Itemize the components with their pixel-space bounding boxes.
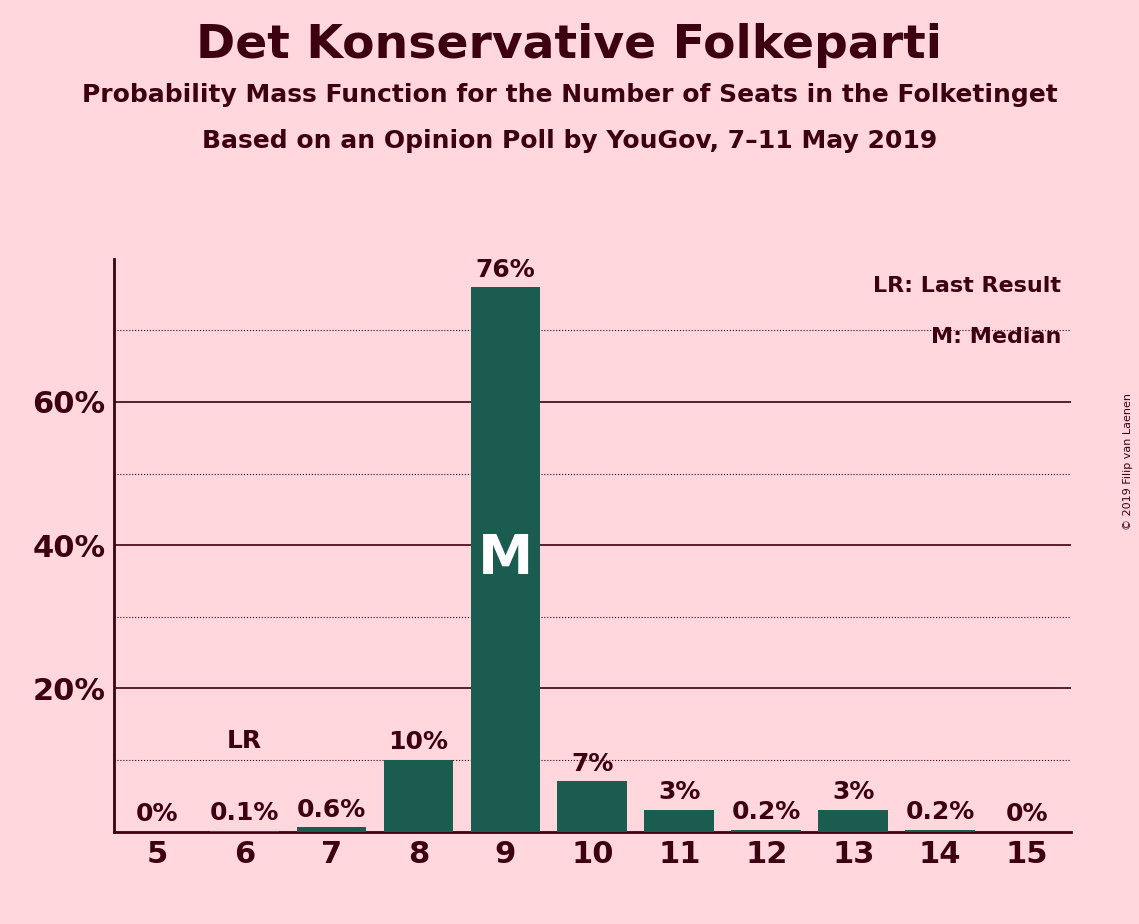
Text: 3%: 3% [831, 781, 875, 805]
Text: M: M [477, 532, 533, 587]
Text: © 2019 Filip van Laenen: © 2019 Filip van Laenen [1123, 394, 1133, 530]
Text: Probability Mass Function for the Number of Seats in the Folketinget: Probability Mass Function for the Number… [82, 83, 1057, 107]
Text: LR: Last Result: LR: Last Result [874, 276, 1062, 296]
Bar [470, 287, 540, 832]
Bar [296, 827, 366, 832]
Bar [557, 782, 628, 832]
Text: Det Konservative Folkeparti: Det Konservative Folkeparti [197, 23, 942, 68]
Text: 0.2%: 0.2% [731, 800, 801, 824]
Text: 0%: 0% [1006, 802, 1048, 826]
Text: Based on an Opinion Poll by YouGov, 7–11 May 2019: Based on an Opinion Poll by YouGov, 7–11… [202, 129, 937, 153]
Text: 0.6%: 0.6% [297, 797, 366, 821]
Text: 3%: 3% [658, 781, 700, 805]
Text: 10%: 10% [388, 730, 449, 754]
Text: LR: LR [227, 729, 262, 753]
Text: 76%: 76% [475, 258, 535, 282]
Text: 0.2%: 0.2% [906, 800, 975, 824]
Bar [384, 760, 453, 832]
Bar [819, 810, 888, 832]
Bar [645, 810, 714, 832]
Text: 7%: 7% [571, 752, 614, 776]
Text: M: Median: M: Median [931, 327, 1062, 347]
Bar [731, 830, 801, 832]
Text: 0.1%: 0.1% [210, 801, 279, 825]
Text: 0%: 0% [137, 802, 179, 826]
Bar [906, 830, 975, 832]
